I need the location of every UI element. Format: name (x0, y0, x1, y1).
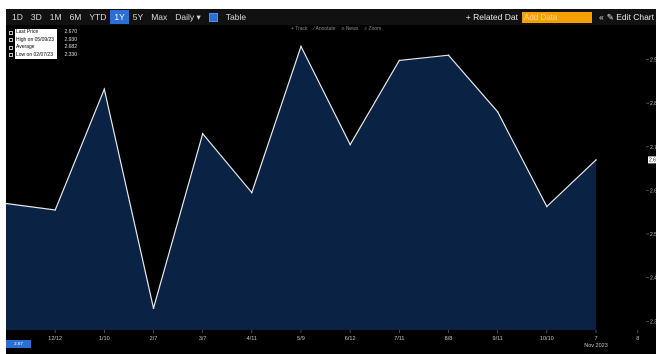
data-point (6, 202, 7, 205)
toolbar-right: + Related Dat Add Data « ✎ Edit Chart (466, 9, 656, 25)
period-max[interactable]: Max (151, 12, 168, 22)
x-tick-label: 4/11 (247, 336, 257, 342)
chart-tools: + Track ∕ Annotate ≡ News ⌕ Zoom (291, 26, 381, 32)
track-tool[interactable]: + Track (291, 26, 308, 32)
chart-window: 1D 3D 1M 6M YTD 1Y 5Y Max Daily ▾ Table … (6, 9, 656, 354)
legend: Last Price 2.670 High on 05/09/23 2.930 … (9, 29, 77, 59)
legend-value: 2.682 (64, 44, 77, 50)
period-1d[interactable]: 1D (12, 12, 23, 22)
x-tick-label: 1/10 (99, 336, 110, 342)
legend-value: 2.670 (64, 29, 77, 35)
period-5y[interactable]: 5Y (132, 12, 144, 22)
frequency-dropdown[interactable]: Daily ▾ (175, 12, 201, 22)
legend-checkbox[interactable] (9, 38, 13, 43)
x-tick-label: 7 (594, 336, 597, 342)
legend-label: Low on 02/07/23 (15, 51, 57, 59)
x-tick-label: 7/11 (394, 336, 404, 342)
legend-label: Last Price (15, 29, 57, 37)
y-tick-label: 2.9 (650, 58, 656, 64)
price-area (6, 46, 596, 331)
period-1m[interactable]: 1M (49, 12, 62, 22)
period-selector: 1D 3D 1M 6M YTD 1Y 5Y Max Daily ▾ Table (8, 9, 250, 25)
legend-checkbox[interactable] (9, 53, 13, 58)
add-data-input[interactable]: Add Data (521, 11, 592, 23)
period-3d[interactable]: 3D (30, 12, 42, 22)
period-6m[interactable]: 6M (69, 12, 82, 22)
y-tick-label: 2.7 (650, 145, 656, 151)
x-tick-label: 8 (636, 336, 639, 342)
legend-label: High on 05/09/23 (15, 36, 57, 44)
y-tick-label: 2.5 (650, 232, 656, 238)
data-point (152, 307, 155, 310)
legend-row-last: Last Price 2.670 (9, 29, 77, 37)
collapse-icon[interactable]: « (598, 12, 604, 22)
related-data-button[interactable]: + Related Dat (465, 12, 518, 22)
y-tick-label: 2.3 (650, 319, 656, 325)
chart-toolbar: 1D 3D 1M 6M YTD 1Y 5Y Max Daily ▾ Table … (6, 9, 656, 25)
y-tick-label: 2.8 (650, 101, 656, 107)
data-point (54, 209, 56, 211)
data-point (103, 88, 106, 90)
x-tick-label: 2/7 (150, 336, 158, 342)
x-tick-label: 8/8 (445, 336, 453, 342)
x-tick-label: 3/7 (199, 336, 207, 342)
x-tick-label: 6/12 (345, 336, 356, 342)
data-point (496, 111, 499, 113)
last-price-badge: 2.67 (648, 156, 656, 164)
price-chart: 12/12 1/10 2/7 3/7 4/11 5/9 6/12 7/11 8/8 9/11 10/… (6, 44, 656, 349)
x-tick-label: 9/11 (493, 336, 503, 342)
legend-checkbox[interactable] (9, 30, 13, 35)
data-point (300, 45, 302, 48)
x-tick-label: 10/10 (540, 336, 554, 342)
data-point (447, 54, 450, 56)
y-tick-label: 2.4 (650, 276, 656, 282)
data-point (546, 205, 548, 208)
chart-type-icon[interactable] (208, 12, 218, 22)
legend-value: 2.330 (64, 51, 77, 58)
x-tick-label: 5/9 (297, 336, 305, 342)
zoom-tool[interactable]: ⌕ Zoom (364, 26, 382, 32)
annotate-tool[interactable]: ∕ Annotate (313, 26, 336, 32)
x-tick-label: 12/12 (48, 336, 62, 342)
table-button[interactable]: Table (225, 12, 247, 22)
legend-row-low: Low on 02/07/23 2.330 (9, 51, 77, 59)
legend-value: 2.930 (64, 36, 77, 43)
edit-chart-button[interactable]: ✎ Edit Chart (606, 11, 654, 22)
legend-checkbox[interactable] (9, 45, 13, 50)
legend-row-high: High on 05/09/23 2.930 (9, 36, 77, 44)
data-point (398, 59, 401, 62)
y-tick-label: 2.6 (650, 188, 656, 194)
legend-row-average: Average 2.682 (9, 44, 77, 52)
data-point (595, 159, 597, 161)
data-point (349, 143, 352, 146)
period-1y[interactable]: 1Y (110, 10, 129, 24)
last-price-label: 2.67 (649, 158, 656, 164)
news-tool[interactable]: ≡ News (341, 26, 359, 32)
period-ytd[interactable]: YTD (89, 12, 107, 22)
x-sublabel: Nov 2023 (584, 343, 608, 349)
data-point (201, 132, 204, 135)
legend-label: Average (15, 44, 57, 52)
page-badge: 2.67 (6, 340, 31, 348)
data-point (251, 191, 253, 194)
